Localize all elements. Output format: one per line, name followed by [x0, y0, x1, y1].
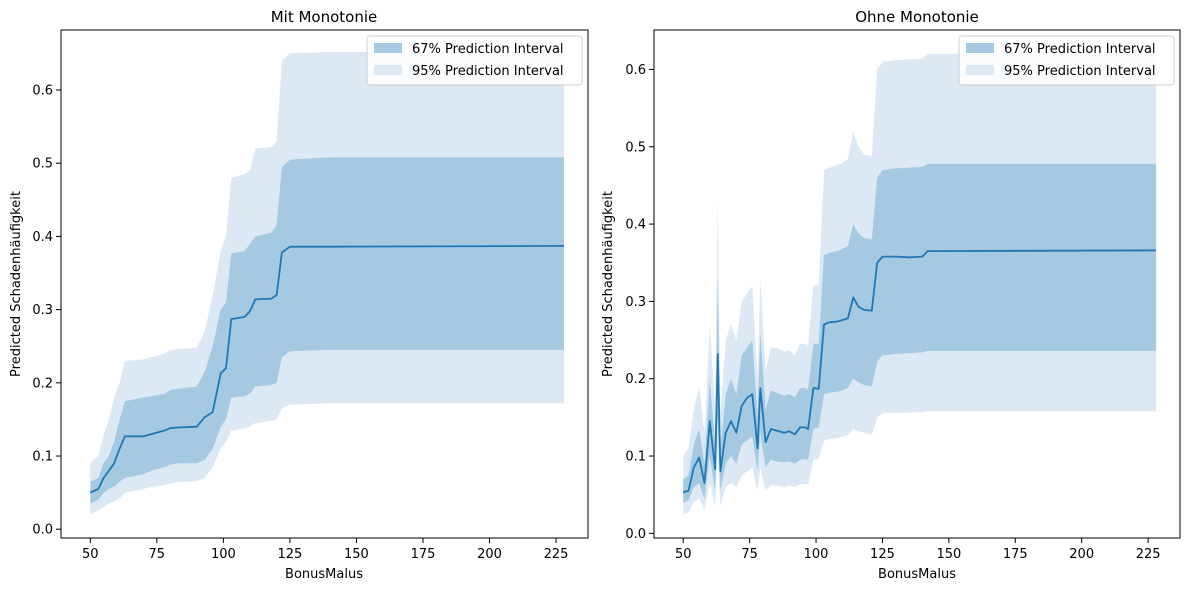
interval-bands	[683, 54, 1157, 514]
x-tick-label: 175	[411, 547, 436, 562]
x-tick-label: 225	[1136, 547, 1161, 562]
y-tick-label: 0.5	[32, 157, 53, 172]
x-axis-label: BonusMalus	[285, 567, 363, 582]
y-tick-label: 0.6	[625, 63, 646, 78]
interval-bands	[90, 52, 565, 515]
y-tick-label: 0.3	[32, 303, 53, 318]
subplot-mit-monotonie: Mit Monotonie 50 75 100 125 150 175 200 225 0.0…	[9, 8, 589, 582]
mean-line-group	[682, 249, 1157, 494]
x-tick-label: 50	[82, 547, 99, 562]
y-tick-label: 0.5	[625, 140, 646, 155]
legend-label-67: 67% Prediction Interval	[412, 42, 564, 57]
axes-frame	[653, 29, 1181, 539]
band-67-interval	[90, 157, 565, 504]
y-tick-label: 0.4	[32, 230, 53, 245]
mean-line-group	[89, 245, 565, 494]
y-tick-label: 0.0	[32, 523, 53, 538]
legend-swatch-95	[374, 65, 402, 75]
legend-swatch-67	[374, 43, 402, 53]
legend-swatch-67	[966, 43, 994, 53]
legend: 67% Prediction Interval 95% Prediction I…	[366, 35, 583, 86]
legend: 67% Prediction Interval 95% Prediction I…	[958, 35, 1175, 86]
x-tick-label: 100	[211, 547, 236, 562]
x-tick-label: 150	[936, 547, 961, 562]
x-tick-label: 75	[149, 547, 166, 562]
y-axis-label: Predicted Schadenhäufigkeit	[601, 191, 616, 377]
y-ticks: 0.0 0.1 0.2 0.3 0.4 0.5 0.6	[625, 63, 654, 542]
x-tick-label: 225	[544, 547, 569, 562]
y-tick-label: 0.2	[32, 376, 53, 391]
x-tick-label: 75	[741, 547, 758, 562]
x-tick-label: 200	[1069, 547, 1094, 562]
legend-box	[366, 35, 583, 86]
y-tick-label: 0.3	[625, 295, 646, 310]
x-tick-label: 100	[804, 547, 829, 562]
x-tick-label: 150	[344, 547, 369, 562]
mean-prediction-line	[682, 249, 1157, 494]
y-tick-label: 0.0	[625, 527, 646, 542]
x-ticks: 50 75 100 125 150 175 200 225	[675, 538, 1161, 562]
y-tick-label: 0.2	[625, 372, 646, 387]
band-67-interval	[683, 163, 1157, 503]
x-tick-label: 50	[675, 547, 692, 562]
y-tick-label: 0.1	[625, 450, 646, 465]
x-tick-label: 125	[277, 547, 302, 562]
legend-label-67: 67% Prediction Interval	[1004, 42, 1156, 57]
mean-prediction-line	[89, 245, 565, 494]
y-ticks: 0.0 0.1 0.2 0.3 0.4 0.5 0.6	[32, 84, 61, 538]
subplot-title: Ohne Monotonie	[855, 8, 979, 26]
x-axis-label: BonusMalus	[878, 567, 956, 582]
y-tick-label: 0.1	[32, 450, 53, 465]
x-tick-label: 175	[1003, 547, 1028, 562]
x-tick-label: 125	[870, 547, 895, 562]
y-tick-label: 0.6	[32, 84, 53, 99]
legend-swatch-95	[966, 65, 994, 75]
subplot-ohne-monotonie: Ohne Monotonie 50 75 100 125 150 175 200 225 0.…	[601, 8, 1181, 582]
subplot-title: Mit Monotonie	[271, 8, 378, 26]
y-axis-label: Predicted Schadenhäufigkeit	[9, 191, 24, 377]
legend-box	[958, 35, 1175, 86]
x-ticks: 50 75 100 125 150 175 200 225	[82, 538, 568, 562]
x-tick-label: 200	[477, 547, 502, 562]
axes-frame	[60, 29, 589, 539]
y-tick-label: 0.4	[625, 218, 646, 233]
legend-label-95: 95% Prediction Interval	[412, 64, 564, 79]
legend-label-95: 95% Prediction Interval	[1004, 64, 1156, 79]
